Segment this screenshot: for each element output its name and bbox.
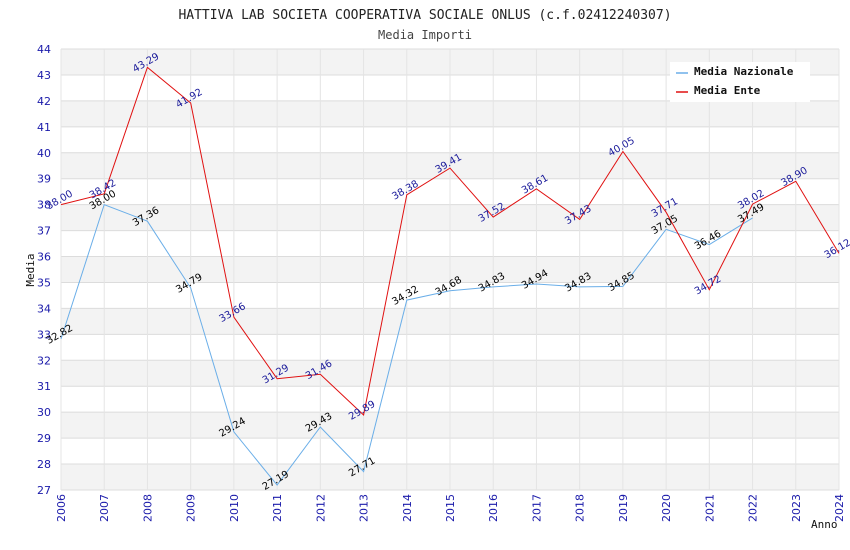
legend-background (670, 62, 810, 102)
legend-label-ente: Media Ente (694, 84, 761, 97)
y-tick-label: 32 (37, 354, 51, 367)
y-tick-label: 37 (37, 225, 51, 238)
y-tick-label: 33 (37, 328, 51, 341)
y-tick-label: 35 (37, 276, 51, 289)
x-tick-label: 2022 (747, 494, 760, 522)
y-tick-label: 38 (37, 199, 51, 212)
y-tick-label: 34 (37, 302, 51, 315)
x-tick-label: 2016 (487, 494, 500, 522)
x-tick-label: 2020 (660, 494, 673, 522)
x-tick-label: 2012 (314, 494, 327, 522)
y-tick-label: 39 (37, 173, 51, 186)
x-tick-label: 2006 (55, 494, 68, 522)
y-tick-label: 40 (37, 147, 51, 160)
y-axis-label: Media (24, 253, 37, 286)
y-tick-label: 41 (37, 121, 51, 134)
y-axis-ticks: 27 28 29 30 31 32 33 34 35 36 37 38 39 40 41 42 43 44 (37, 43, 51, 497)
x-tick-label: 2008 (141, 494, 154, 522)
series-lines (60, 66, 840, 486)
x-tick-label: 2010 (228, 494, 241, 522)
y-tick-label: 36 (37, 251, 51, 264)
y-tick-label: 30 (37, 406, 51, 419)
y-tick-label: 43 (37, 69, 51, 82)
y-tick-label: 31 (37, 380, 51, 393)
x-tick-label: 2009 (185, 494, 198, 522)
chart-subtitle: Media Importi (378, 28, 472, 42)
legend-label-nazionale: Media Nazionale (694, 65, 794, 78)
y-tick-label: 27 (37, 484, 51, 497)
y-tick-label: 29 (37, 432, 51, 445)
y-tick-label: 42 (37, 95, 51, 108)
x-tick-label: 2018 (574, 494, 587, 522)
x-tick-label: 2007 (98, 494, 111, 522)
y-tick-label: 44 (37, 43, 51, 56)
x-tick-label: 2014 (401, 494, 414, 522)
legend: Media Nazionale Media Ente (670, 62, 810, 102)
x-tick-label: 2024 (833, 494, 846, 522)
x-tick-label: 2011 (271, 494, 284, 522)
x-axis-label: Anno (811, 518, 838, 531)
x-tick-label: 2015 (444, 494, 457, 522)
x-axis-ticks: 2006 2007 2008 2009 2010 2011 2012 2013 2014 2015… (55, 494, 846, 522)
x-tick-label: 2023 (790, 494, 803, 522)
x-tick-label: 2017 (530, 494, 543, 522)
x-tick-label: 2019 (617, 494, 630, 522)
series-line-nazionale (60, 203, 753, 486)
series-line-ente (60, 66, 840, 416)
x-tick-label: 2013 (358, 494, 371, 522)
grid-lines (60, 48, 840, 491)
y-tick-label: 28 (37, 458, 51, 471)
chart-title: HATTIVA LAB SOCIETA COOPERATIVA SOCIALE … (178, 8, 671, 23)
x-tick-label: 2021 (703, 494, 716, 522)
